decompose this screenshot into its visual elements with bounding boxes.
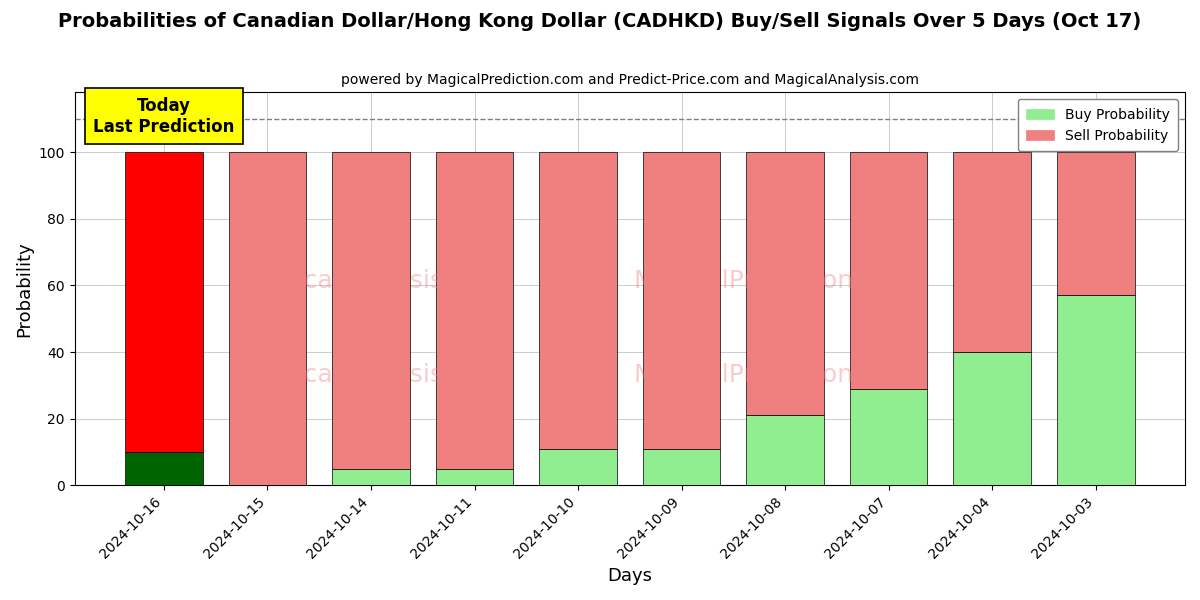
X-axis label: Days: Days (607, 567, 653, 585)
Text: Probabilities of Canadian Dollar/Hong Kong Dollar (CADHKD) Buy/Sell Signals Over: Probabilities of Canadian Dollar/Hong Ko… (59, 12, 1141, 31)
Bar (332, 152, 410, 469)
Bar (539, 152, 617, 449)
Y-axis label: Probability: Probability (16, 241, 34, 337)
Bar (1057, 152, 1134, 295)
Bar (125, 152, 203, 452)
Bar (125, 452, 203, 485)
Bar (953, 152, 1031, 352)
Bar (436, 152, 514, 469)
Text: Today
Last Prediction: Today Last Prediction (94, 97, 235, 136)
Bar (746, 415, 824, 485)
Bar (539, 449, 617, 485)
Text: MagicalPrediction.com: MagicalPrediction.com (634, 269, 914, 293)
Text: MagicalAnalysis.com: MagicalAnalysis.com (245, 269, 505, 293)
Title: powered by MagicalPrediction.com and Predict-Price.com and MagicalAnalysis.com: powered by MagicalPrediction.com and Pre… (341, 73, 919, 87)
Text: MagicalPrediction.com: MagicalPrediction.com (634, 363, 914, 387)
Text: MagicalAnalysis.com: MagicalAnalysis.com (245, 363, 505, 387)
Bar (436, 469, 514, 485)
Bar (643, 152, 720, 449)
Bar (1057, 295, 1134, 485)
Legend: Buy Probability, Sell Probability: Buy Probability, Sell Probability (1018, 99, 1178, 151)
Bar (643, 449, 720, 485)
Bar (229, 152, 306, 485)
Bar (850, 389, 928, 485)
Bar (953, 352, 1031, 485)
Bar (332, 469, 410, 485)
Bar (746, 152, 824, 415)
Bar (850, 152, 928, 389)
